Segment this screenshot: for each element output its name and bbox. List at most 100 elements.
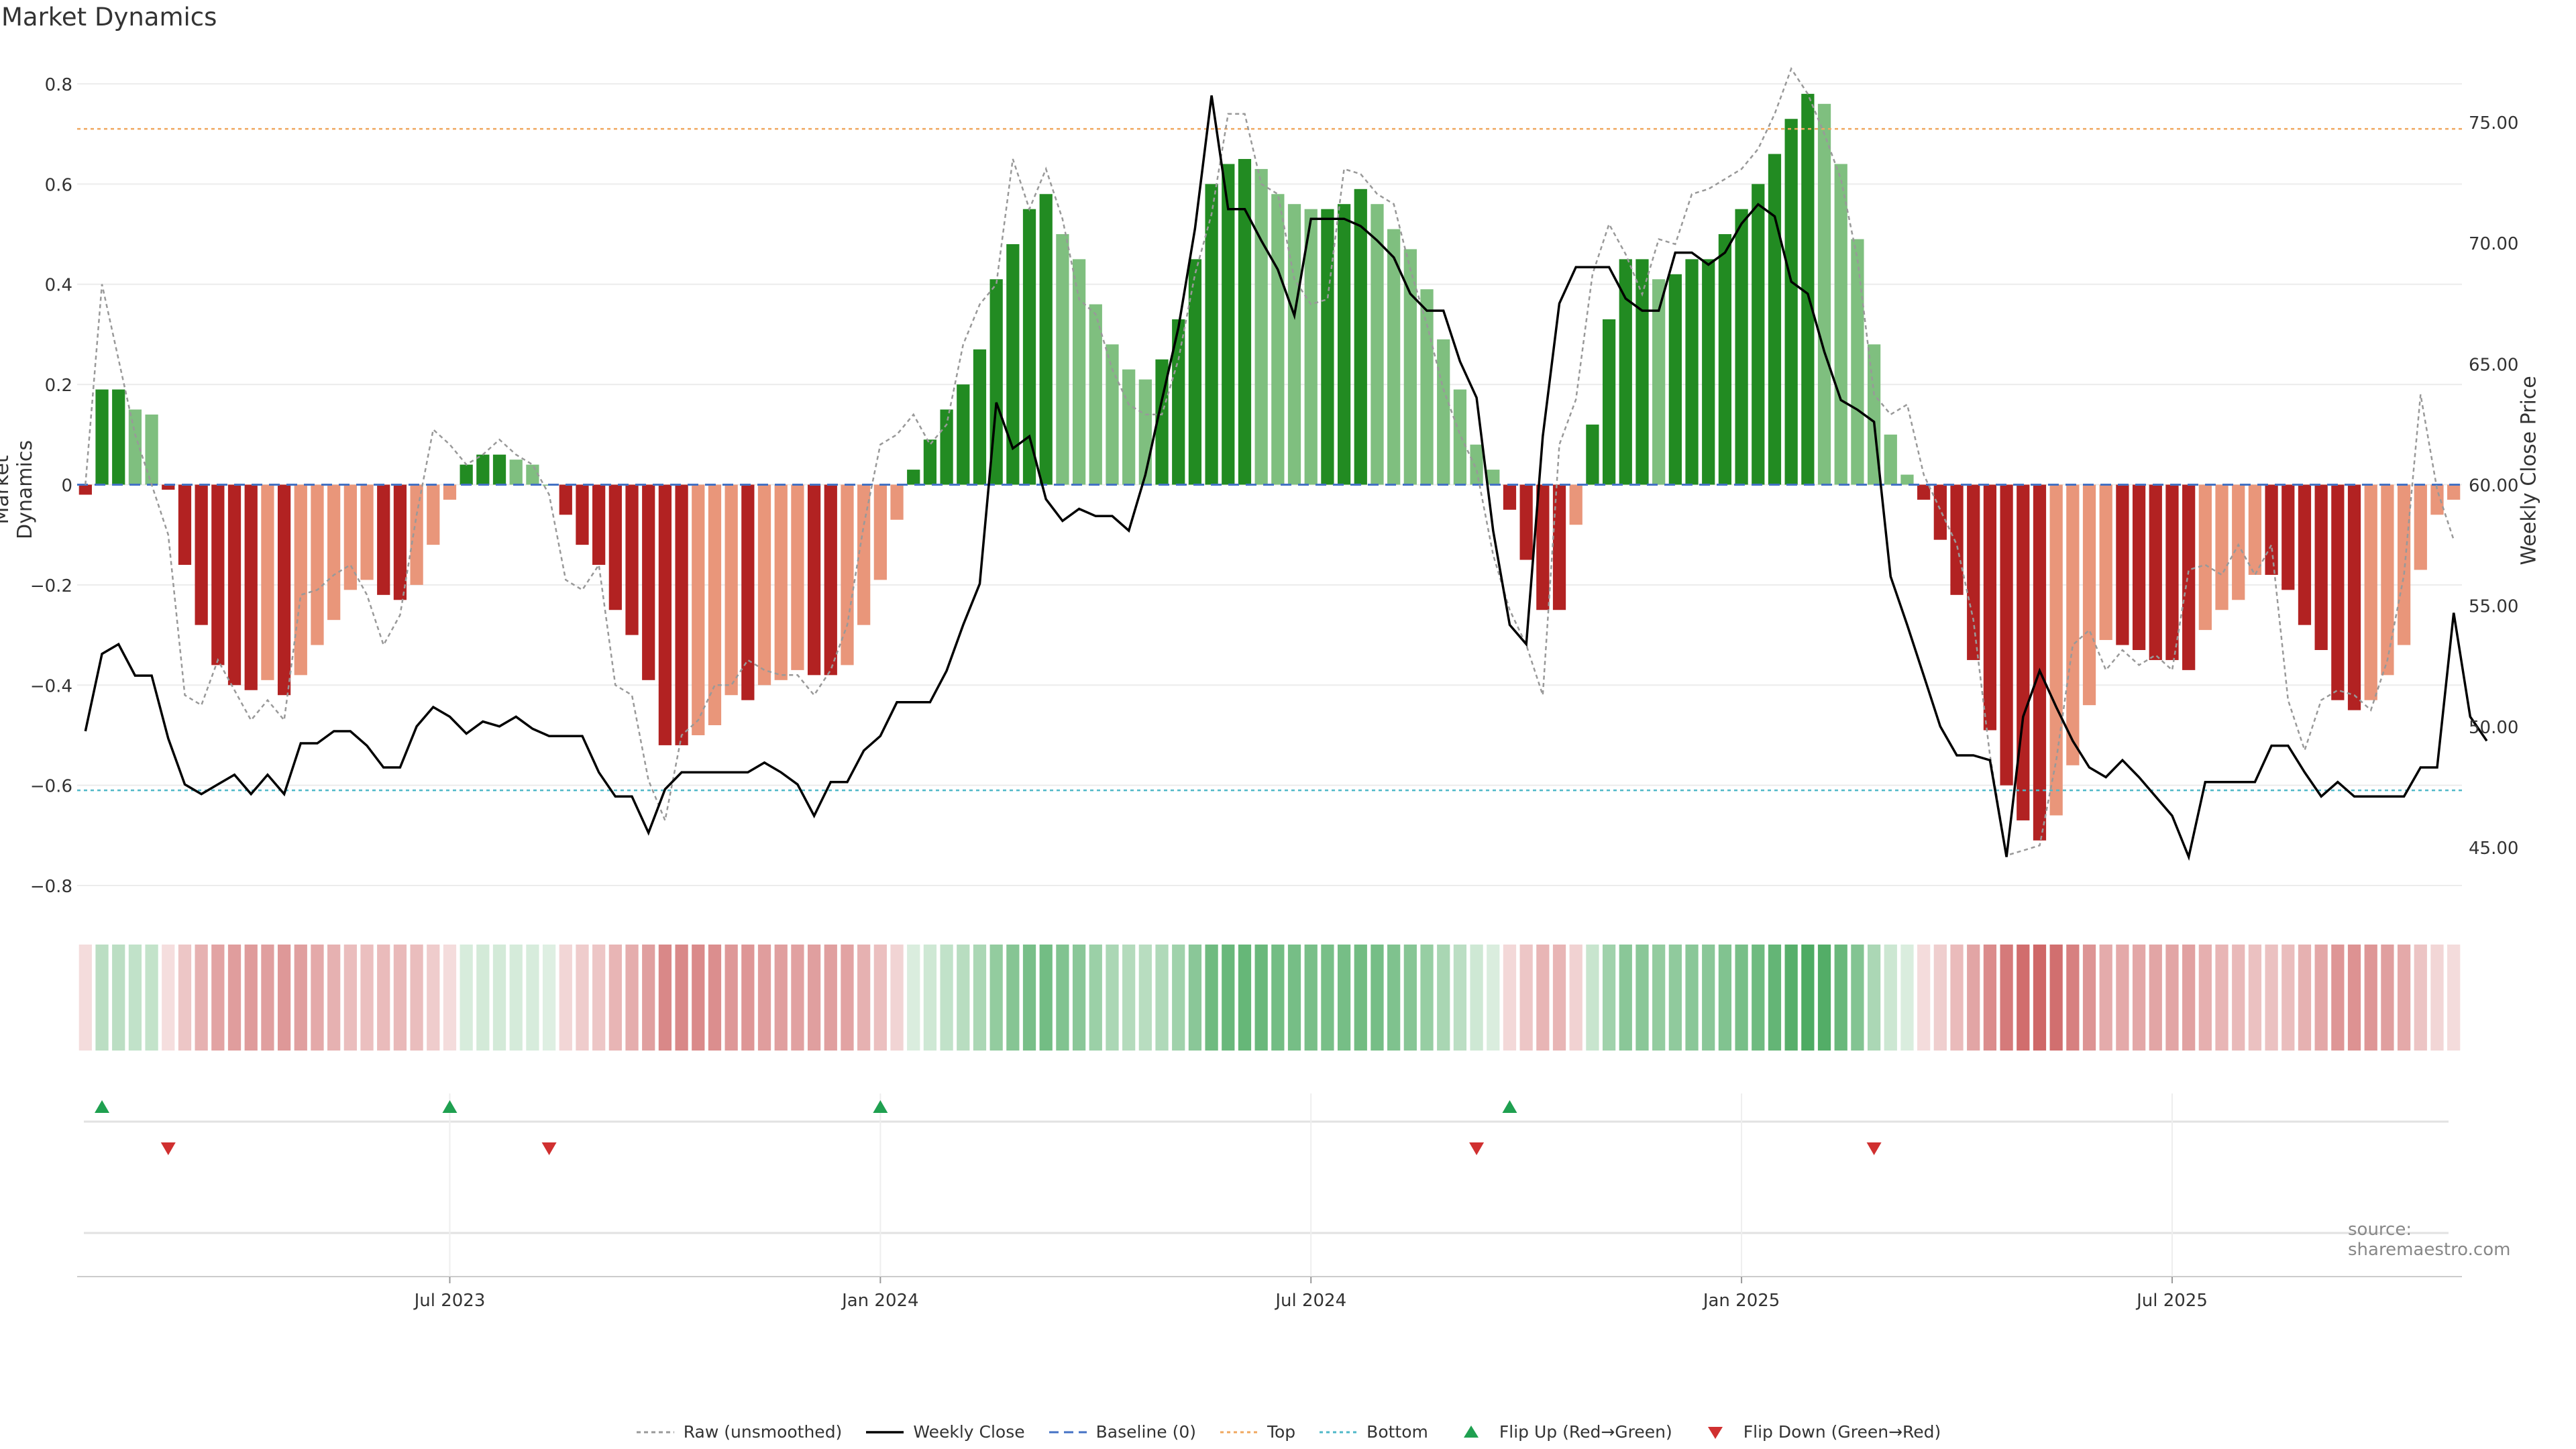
bar [1735,209,1748,485]
strip-cell [973,945,987,1051]
bar [1851,239,1864,485]
legend-item-baseline: Baseline (0) [1048,1422,1196,1442]
strip-cell [2248,945,2262,1051]
flip-up-marker [873,1100,888,1113]
strip-cell [1967,945,1980,1051]
strip-cell [2282,945,2295,1051]
bar [178,484,192,566]
bar [2149,484,2162,660]
bar [608,484,622,610]
strip-cell [2182,945,2196,1051]
strip-cell [1784,945,1798,1051]
bar [1470,444,1483,485]
y2-tick-label: 55.00 [2469,597,2518,617]
bar [360,484,374,580]
strip-cell [658,945,672,1051]
bar [460,464,473,485]
strip-cell [1089,945,1102,1051]
strip-cell [460,945,473,1051]
bar [2414,484,2427,570]
strip-cell [2347,945,2361,1051]
flip-down-marker [541,1142,557,1155]
strip-cell [2149,945,2162,1051]
bar [2364,484,2377,700]
strip-cell [907,945,920,1051]
strip-cell [1354,945,1367,1051]
strip-cell [592,945,606,1051]
strip-cell [1271,945,1285,1051]
bar [1884,434,1897,485]
bar [658,484,672,745]
raw-line [85,66,2455,857]
strip-cell [78,945,92,1051]
bar [1337,204,1351,485]
bar [377,484,390,595]
bar [2314,484,2328,650]
bar [957,384,970,485]
strip-cell [327,945,341,1051]
bar [476,454,490,485]
bar [277,484,291,696]
bar [791,484,804,670]
strip-cell [1122,945,1136,1051]
bar [1718,234,1732,485]
bar [1685,259,1699,485]
strip-cell [1287,945,1301,1051]
bar [1569,484,1582,525]
bar [1668,274,1682,485]
y2-tick-label: 50.00 [2469,718,2518,738]
strip-cell [2414,945,2427,1051]
bar [1834,164,1847,485]
y2-tick-label: 65.00 [2469,355,2518,375]
bar [2397,484,2411,645]
strip-cell [1453,945,1467,1051]
lines-layer [77,66,2488,861]
y-tick-label: −0.8 [30,877,72,897]
bar [2198,484,2212,631]
x-tick-label: Jul 2023 [413,1291,486,1311]
bar [128,409,142,485]
strip-cell [576,945,589,1051]
bar [1453,389,1467,485]
bar [576,484,589,545]
legend: Raw (unsmoothed) Weekly Close Baseline (0)… [0,1422,2576,1442]
bar [1188,259,1202,485]
strip-cell [1056,945,1069,1051]
strip-cell [509,945,523,1051]
strip-cell [1022,945,1036,1051]
y-tick-label: 0 [61,476,72,496]
strip-cell [2017,945,2030,1051]
strip-cell [1602,945,1616,1051]
legend-label: Baseline (0) [1095,1422,1196,1442]
bar [1238,158,1252,485]
strip-cell [1702,945,1715,1051]
bar [1752,184,1765,485]
bar [2017,484,2030,820]
strip-cell [2364,945,2377,1051]
strip-cell [642,945,655,1051]
bar [1652,279,1666,485]
bar [1205,184,1218,485]
bar [2347,484,2361,710]
bars-layer [78,93,2461,841]
bar [2082,484,2096,706]
strip-cell [873,945,887,1051]
strip-cell [1371,945,1384,1051]
heat-strip-layer [78,945,2461,1051]
strip-cell [1403,945,1417,1051]
strip-cell [427,945,440,1051]
strip-cell [1933,945,1947,1051]
strip-cell [1752,945,1765,1051]
bar [227,484,241,686]
bar [211,484,225,665]
strip-cell [1834,945,1847,1051]
strip-cell [1437,945,1450,1051]
strip-cell [1006,945,1020,1051]
strip-cell [1652,945,1666,1051]
strip-cell [112,945,125,1051]
bar [642,484,655,680]
bar [1801,93,1815,485]
strip-cell [360,945,374,1051]
bar [2116,484,2129,645]
strip-cell [145,945,158,1051]
